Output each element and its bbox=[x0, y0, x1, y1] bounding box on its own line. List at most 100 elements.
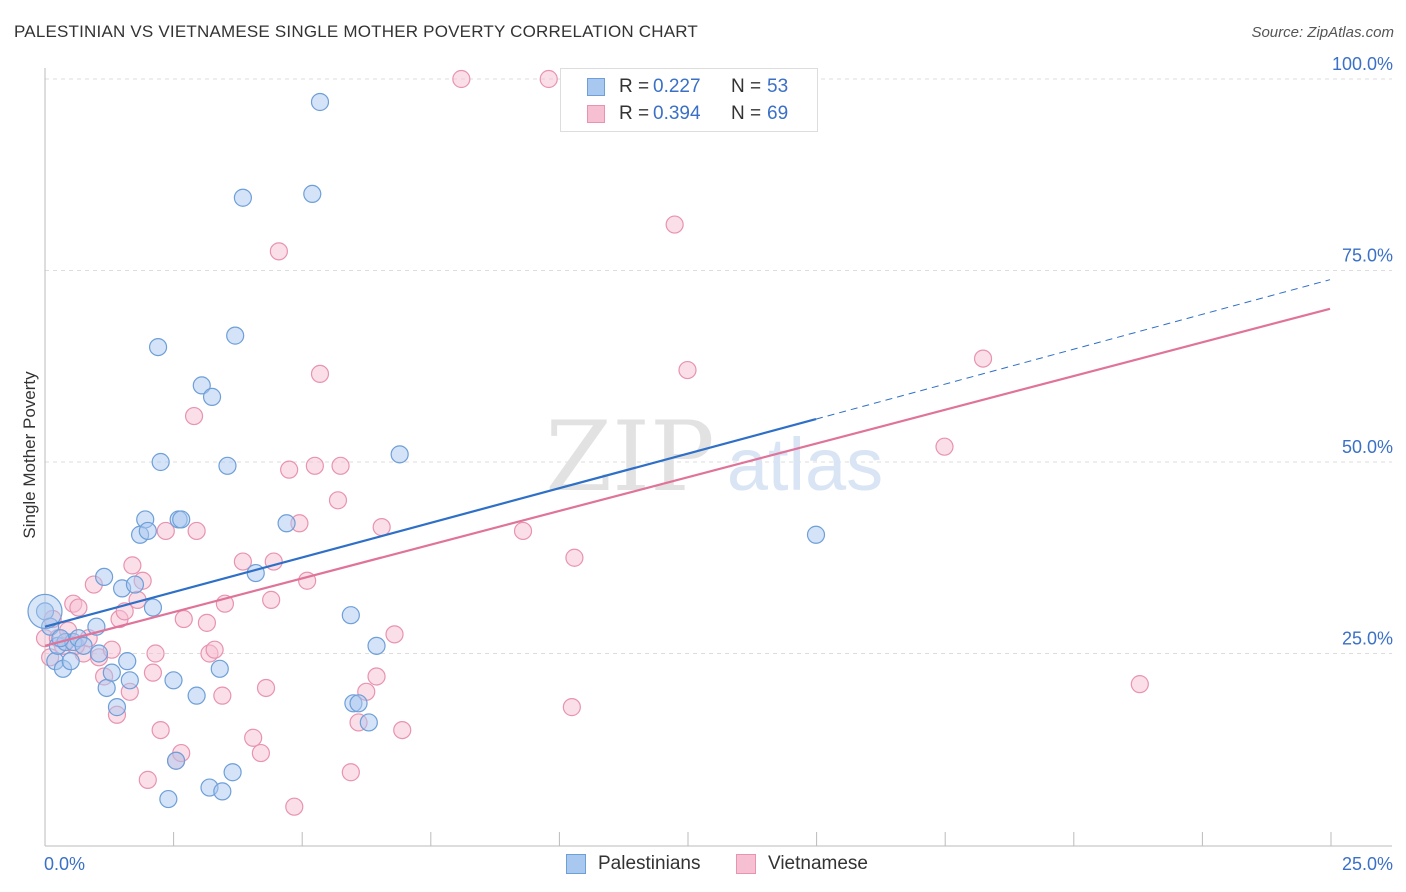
legend-n-value-palestinians: 53 bbox=[767, 76, 789, 97]
vietnamese-point bbox=[665, 215, 684, 234]
palestinians-point bbox=[166, 751, 186, 770]
palestinians-point bbox=[226, 326, 245, 345]
trend-lines bbox=[44, 279, 1331, 647]
palestinians-point bbox=[164, 671, 183, 690]
vietnamese-point bbox=[184, 406, 204, 426]
palestinians-point bbox=[223, 763, 242, 782]
vietnamese-point bbox=[562, 698, 581, 717]
palestinians-point bbox=[233, 188, 252, 207]
palestinians-point bbox=[102, 663, 121, 682]
y-axis-label: Single Mother Poverty bbox=[20, 371, 39, 539]
watermark: ZIP atlas bbox=[545, 401, 883, 513]
vietnamese-point bbox=[305, 456, 324, 475]
watermark-atlas: atlas bbox=[727, 423, 883, 506]
palestinians-point bbox=[390, 445, 409, 464]
vietnamese-point bbox=[372, 518, 391, 537]
legend-r-label: R = bbox=[619, 76, 650, 97]
palestinians-point bbox=[148, 338, 168, 357]
palestinians-point bbox=[89, 644, 109, 663]
vietnamese-point bbox=[256, 678, 276, 698]
vietnamese-point bbox=[123, 556, 142, 575]
vietnamese-point bbox=[280, 460, 299, 479]
palestinians-point bbox=[213, 782, 232, 801]
palestinians-point bbox=[277, 514, 296, 533]
legend-swatch-vietnamese bbox=[587, 105, 605, 123]
correlation-legend: R = 0.227 N = 53 R = 0.394 N = 69 bbox=[560, 68, 818, 132]
palestinians-point bbox=[367, 636, 386, 655]
vietnamese-point bbox=[452, 69, 471, 89]
vietnamese-point bbox=[213, 686, 232, 705]
bottom-legend-label-vietnamese: Vietnamese bbox=[768, 853, 868, 874]
chart-source: Source: ZipAtlas.com bbox=[1251, 24, 1394, 41]
palestinians-point bbox=[172, 510, 191, 529]
vietnamese-point bbox=[197, 613, 217, 632]
vietnamese-point bbox=[935, 437, 954, 456]
vietnamese-point bbox=[678, 360, 697, 380]
palestinians-point bbox=[187, 686, 206, 705]
legend-n-label: N = bbox=[731, 76, 762, 97]
vietnamese-point bbox=[1130, 675, 1149, 694]
palestinians-cluster-point bbox=[27, 593, 63, 629]
palestinians-point bbox=[192, 376, 211, 395]
legend-r-label: R = bbox=[619, 103, 650, 124]
vietnamese-point bbox=[310, 364, 330, 384]
palestinians-point bbox=[74, 636, 93, 655]
vietnamese-point bbox=[187, 521, 206, 541]
vietnamese-point bbox=[513, 521, 533, 541]
grid-lines bbox=[45, 78, 1392, 654]
palestinians-point bbox=[118, 652, 137, 671]
legend-n-value-vietnamese: 69 bbox=[767, 103, 789, 124]
palestinians-point bbox=[303, 184, 322, 203]
vietnamese-point bbox=[156, 521, 175, 541]
palestinians-point bbox=[107, 698, 127, 717]
legend-swatch-palestinians bbox=[587, 78, 605, 96]
y-tick-label: 50.0% bbox=[1342, 437, 1393, 457]
vietnamese-point bbox=[251, 743, 270, 763]
legend-n-label: N = bbox=[731, 103, 762, 124]
palestinians-point bbox=[97, 678, 116, 698]
chart-title: PALESTINIAN VS VIETNAMESE SINGLE MOTHER … bbox=[14, 22, 699, 41]
vietnamese-point bbox=[262, 590, 281, 609]
vietnamese-point bbox=[205, 640, 224, 659]
legend-r-value-palestinians: 0.227 bbox=[653, 76, 701, 97]
vietnamese-point bbox=[244, 728, 263, 747]
vietnamese-point bbox=[269, 242, 288, 261]
bottom-legend-swatch-palestinians bbox=[566, 854, 586, 874]
watermark-zip: ZIP bbox=[545, 401, 714, 513]
vietnamese-point bbox=[69, 598, 88, 617]
palestinians-point bbox=[125, 575, 145, 594]
palestinians-point bbox=[120, 671, 139, 690]
palestinians-point bbox=[210, 659, 229, 678]
palestinians-point bbox=[202, 387, 222, 406]
vietnamese-point bbox=[143, 663, 163, 682]
palestinians-point bbox=[359, 713, 378, 732]
vietnamese-point bbox=[385, 625, 404, 644]
vietnamese-point bbox=[973, 349, 993, 368]
vietnamese-point bbox=[565, 548, 584, 567]
vietnamese-point bbox=[328, 491, 348, 510]
vietnamese-point bbox=[151, 720, 170, 740]
vietnamese-point bbox=[367, 667, 386, 686]
palestinians-point bbox=[218, 456, 237, 475]
vietnamese-point bbox=[393, 720, 412, 740]
palestinians-point bbox=[159, 789, 178, 809]
bottom-legend-label-palestinians: Palestinians bbox=[598, 853, 701, 874]
vietnamese-trend-line bbox=[44, 307, 1331, 647]
axes bbox=[44, 68, 1392, 847]
vietnamese-point bbox=[539, 69, 558, 89]
vietnamese-point bbox=[341, 763, 360, 782]
x-tick-label-max: 25.0% bbox=[1342, 854, 1393, 874]
y-tick-label: 25.0% bbox=[1342, 629, 1393, 649]
vietnamese-point bbox=[146, 644, 165, 663]
vietnamese-point bbox=[233, 552, 252, 571]
palestinians-point bbox=[41, 617, 60, 636]
palestinians-point bbox=[95, 567, 114, 587]
vietnamese-point bbox=[138, 770, 157, 789]
palestinians-point bbox=[310, 92, 330, 112]
palestinians-point bbox=[806, 525, 826, 544]
palestinians-point bbox=[61, 652, 80, 671]
palestinians-trend-extension bbox=[815, 279, 1331, 420]
vietnamese-point bbox=[331, 456, 350, 475]
palestinians-point bbox=[138, 521, 157, 541]
palestinians-point bbox=[151, 452, 170, 472]
